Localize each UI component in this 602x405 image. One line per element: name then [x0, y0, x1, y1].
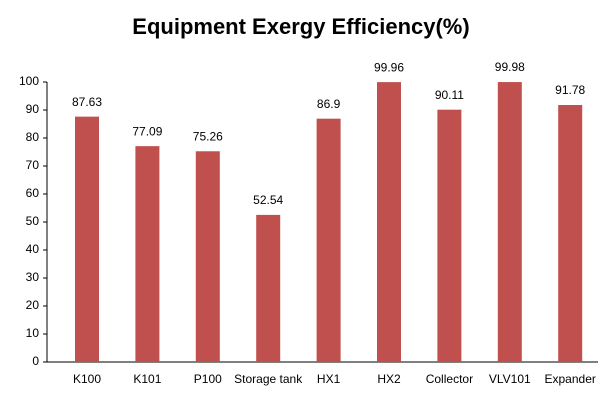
data-label: 77.09 — [132, 124, 162, 138]
x-tick-label: K100 — [73, 372, 101, 386]
x-tick-label: P100 — [194, 372, 222, 386]
y-tick-label: 20 — [26, 298, 40, 312]
y-tick-label: 90 — [26, 102, 40, 116]
data-label: 99.98 — [495, 60, 525, 74]
data-label: 86.9 — [317, 97, 341, 111]
bar — [316, 118, 341, 363]
data-label: 91.78 — [555, 83, 585, 97]
bar — [75, 116, 99, 362]
data-label: 52.54 — [253, 193, 283, 207]
bar — [497, 82, 522, 362]
bar — [558, 105, 583, 363]
y-tick-label: 40 — [26, 242, 40, 256]
data-label: 75.26 — [193, 129, 223, 143]
x-tick-label: HX1 — [317, 372, 341, 386]
x-tick-label: VLV101 — [489, 372, 531, 386]
bar — [195, 151, 220, 362]
y-tick-label: 70 — [26, 158, 40, 172]
x-tick-label: HX2 — [377, 372, 401, 386]
x-tick-label: Expander — [545, 372, 596, 386]
x-tick-label: K101 — [133, 372, 161, 386]
bar — [256, 214, 281, 362]
data-label: 90.11 — [435, 88, 464, 102]
bar — [377, 82, 401, 362]
y-tick-label: 0 — [32, 354, 39, 368]
bar — [135, 146, 160, 362]
y-tick-label: 100 — [19, 74, 39, 88]
x-tick-label: Storage tank — [234, 372, 303, 386]
data-label: 99.96 — [374, 60, 404, 74]
y-tick-label: 30 — [26, 270, 40, 284]
y-tick-label: 80 — [26, 130, 40, 144]
y-tick-label: 60 — [26, 186, 40, 200]
y-tick-label: 50 — [26, 214, 40, 228]
chart-title: Equipment Exergy Efficiency(%) — [132, 14, 469, 39]
x-tick-label: Collector — [426, 372, 473, 386]
bar — [437, 109, 462, 362]
y-tick-label: 10 — [26, 326, 40, 340]
data-label: 87.63 — [72, 95, 102, 109]
